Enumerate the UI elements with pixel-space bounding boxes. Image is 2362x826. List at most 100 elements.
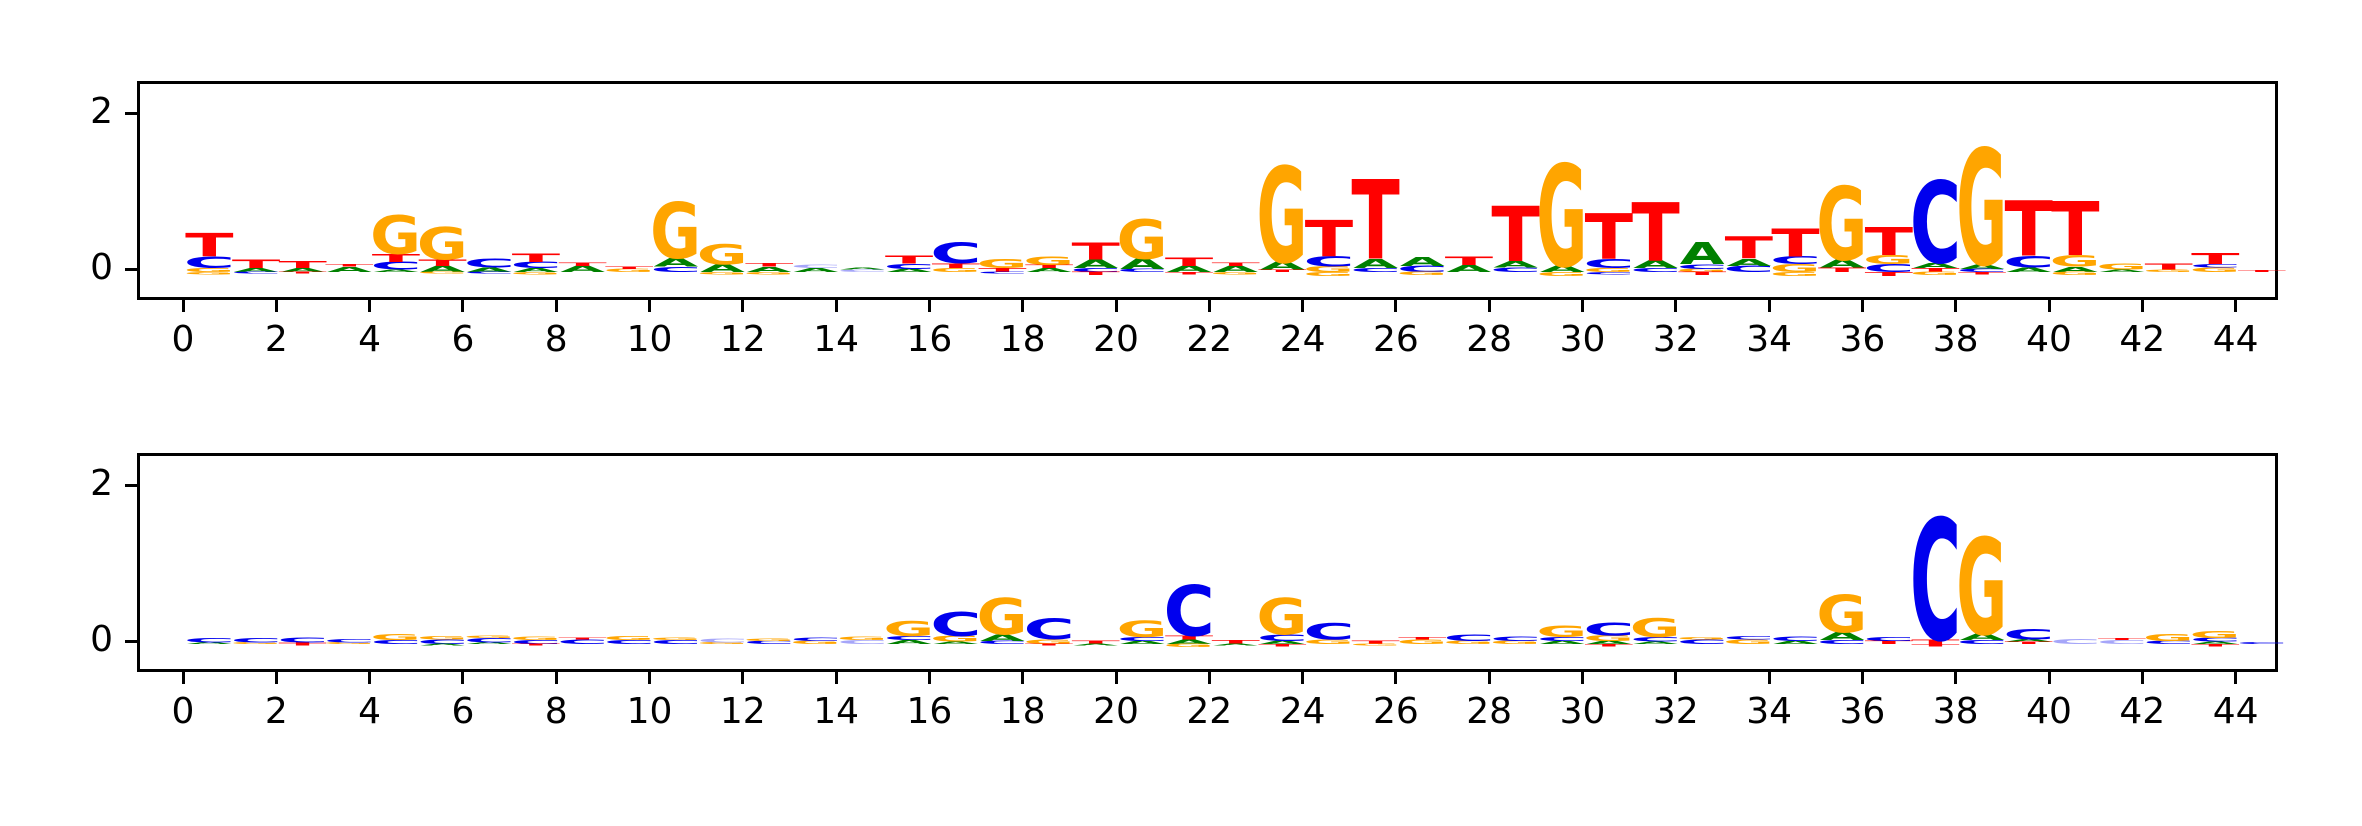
x-tick-mark (1954, 672, 1958, 684)
x-tick-mark (1767, 672, 1771, 684)
x-tick-label: 0 (171, 691, 195, 732)
x-tick-mark (2140, 300, 2144, 312)
logo-letter-T: T (1072, 640, 1121, 645)
logo-letter-T: T (1258, 269, 1306, 273)
logo-letter-T: T (1072, 271, 1121, 276)
logo-letter-A: A (2193, 641, 2238, 645)
x-tick-label: 38 (1932, 691, 1979, 732)
logo-letter-C: C (1677, 263, 1728, 270)
logo-letter-T: T (2191, 643, 2239, 647)
x-tick-label: 16 (906, 691, 953, 732)
logo-letter-C: C (2050, 637, 2101, 646)
logo-letter-C: C (1770, 254, 1821, 266)
logo-letter-C: C (2143, 640, 2194, 645)
logo-letter-T: T (1072, 238, 1120, 265)
logo-letter-A: A (2053, 265, 2098, 274)
logo-letter-T: T (1911, 643, 1959, 647)
logo-letter-C: C (1583, 271, 1634, 275)
x-tick-label: 40 (2026, 319, 2072, 360)
logo-letter-G: G (1490, 640, 1541, 645)
logo-letter-T: T (1305, 211, 1353, 269)
logo-letter-G: G (1350, 644, 1401, 646)
logo-letter-T: T (1025, 644, 1073, 647)
x-tick-label: 28 (1466, 691, 1513, 732)
logo-letter-T: T (232, 257, 281, 271)
x-tick-mark (1487, 672, 1491, 684)
logo-letter-G: G (1023, 638, 1074, 645)
logo-letter-A: A (1726, 257, 1771, 268)
logo-letter-C: C (1910, 485, 1961, 679)
logo-letter-A: A (933, 641, 978, 645)
x-tick-label: 6 (451, 319, 475, 360)
logo-letter-C: C (977, 640, 1028, 645)
logo-letter-G: G (2143, 632, 2194, 643)
logo-letter-T: T (278, 644, 326, 647)
x-tick-mark (648, 300, 651, 312)
logo-letter-A: A (467, 266, 512, 273)
logo-letter-T: T (1165, 255, 1214, 269)
logo-letter-T: T (1398, 636, 1446, 640)
logo-letter-T: T (1911, 638, 1960, 646)
logo-letter-G: G (1257, 589, 1308, 647)
logo-letter-G: G (2096, 263, 2147, 272)
logo-letter-C: C (1163, 572, 1214, 653)
logo-letter-C: C (1957, 268, 2008, 273)
x-tick-label: 14 (813, 691, 859, 732)
logo-letter-A: A (980, 633, 1025, 643)
logo-letter-A: A (420, 264, 465, 274)
logo-letter-C: C (1117, 268, 1168, 273)
x-tick-label: 22 (1186, 319, 1233, 360)
logo-letter-C: C (1350, 267, 1401, 273)
logo-letter-A: A (793, 267, 838, 273)
x-tick-mark (2047, 300, 2051, 312)
x-tick-mark (1487, 300, 1491, 312)
logo-letter-G: G (1770, 271, 1821, 277)
logo-letter-G: G (650, 637, 701, 641)
logo-letter-A: A (1587, 640, 1632, 645)
x-tick-label: 40 (2026, 691, 2072, 732)
logo-letter-G: G (1303, 271, 1354, 277)
x-tick-mark (1954, 300, 1958, 312)
logo-letter-C: C (1957, 639, 2008, 645)
x-tick-mark (461, 672, 465, 684)
logo-letter-T: T (325, 264, 373, 268)
logo-letter-T: T (1258, 643, 1306, 647)
logo-letter-A: A (1960, 632, 2005, 642)
logo-letter-C: C (464, 636, 515, 643)
x-tick-mark (1767, 300, 1771, 312)
x-tick-mark (1674, 300, 1678, 312)
logo-letter-C: C (1024, 612, 1075, 646)
logo-letter-C: C (697, 637, 748, 643)
x-tick-mark (1301, 300, 1305, 312)
logo-letter-C: C (324, 638, 375, 643)
logo-letter-A: A (1260, 640, 1305, 645)
y-tick-label: 2 (90, 463, 113, 504)
logo-letter-C: C (464, 255, 515, 270)
x-tick-label: 44 (2212, 319, 2259, 360)
logo-letter-C: C (2003, 626, 2054, 642)
logo-letter-T: T (1211, 639, 1260, 645)
logo-letter-C: C (2190, 637, 2241, 643)
x-tick-label: 36 (1839, 319, 1886, 360)
logo-letter-T: T (2098, 638, 2146, 641)
x-tick-mark (1207, 672, 1211, 684)
logo-letter-C: C (650, 639, 701, 645)
x-tick-label: 34 (1746, 691, 1792, 732)
logo-letter-A: A (1400, 254, 1446, 269)
x-tick-label: 18 (999, 319, 1046, 360)
x-tick-mark (274, 672, 278, 684)
x-tick-label: 8 (544, 319, 568, 360)
logo-letter-G: G (324, 642, 375, 644)
logo-letter-C: C (2003, 252, 2054, 271)
logo-letter-A: A (1167, 638, 1212, 645)
logo-letter-C: C (1770, 635, 1821, 642)
logo-letter-T: T (1865, 640, 1914, 645)
logo-letter-T: T (2005, 641, 2053, 645)
logo-letter-A: A (187, 642, 232, 645)
logo-letter-A: A (1540, 640, 1585, 645)
x-tick-mark (554, 672, 558, 684)
logo-letter-T: T (1958, 271, 2006, 275)
logo-letter-T: T (1025, 264, 1074, 269)
y-tick-label: 0 (90, 247, 113, 288)
